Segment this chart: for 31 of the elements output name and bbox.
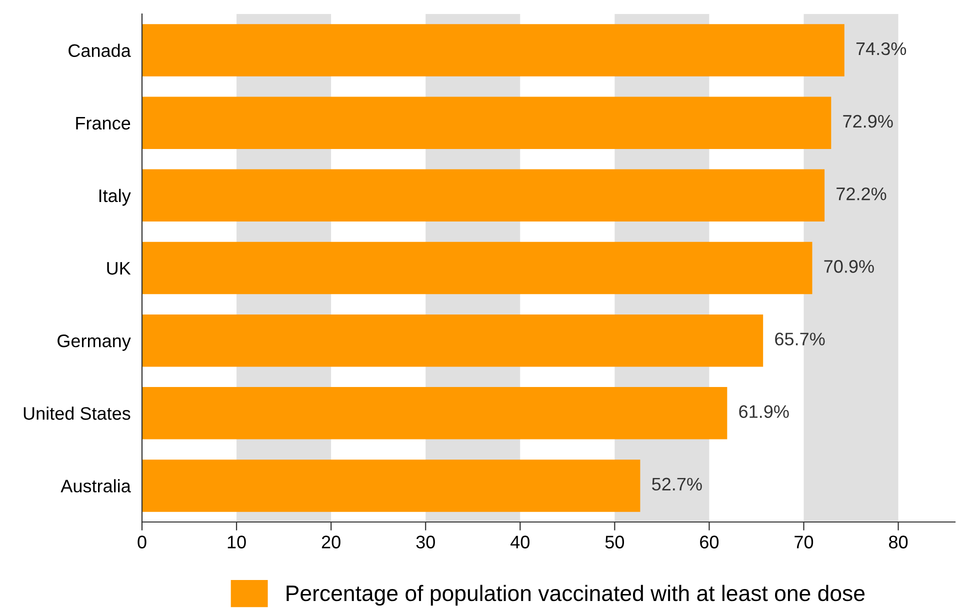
x-tick-label: 20: [322, 536, 340, 548]
x-tick-label: 50: [605, 536, 624, 548]
y-tick-label: France: [76, 116, 130, 130]
data-label: 70.9%: [824, 260, 874, 273]
y-tick-label: UK: [107, 262, 131, 275]
x-tick-label: 30: [416, 536, 435, 548]
data-label: 61.9%: [739, 405, 789, 418]
x-tick-label: 10: [228, 536, 246, 548]
legend-label: Percentage of population vaccinated with at least one dose: [286, 584, 865, 606]
bar: [142, 169, 825, 222]
bar: [142, 24, 844, 76]
x-tick-label: 70: [794, 536, 814, 548]
y-tick-label: United States: [24, 406, 130, 420]
data-label: 72.9%: [843, 114, 893, 128]
x-tick-label: 60: [700, 536, 719, 548]
y-tick-label: Italy: [99, 188, 131, 206]
bar: [142, 387, 728, 440]
bar: [142, 460, 640, 512]
bar: [142, 314, 764, 367]
data-label: 74.3%: [856, 42, 906, 56]
bar: [142, 242, 812, 294]
x-tick-label: 80: [889, 536, 908, 548]
y-tick-label: Germany: [58, 334, 131, 351]
data-label: 52.7%: [652, 478, 702, 491]
bar: [142, 96, 832, 149]
x-tick-label: 0: [138, 536, 146, 548]
y-tick-label: Canada: [68, 44, 131, 58]
x-tick-label: 40: [510, 536, 530, 548]
y-tick-label: Australia: [60, 479, 131, 492]
data-label: 65.7%: [775, 332, 825, 346]
data-label: 72.2%: [836, 187, 886, 200]
